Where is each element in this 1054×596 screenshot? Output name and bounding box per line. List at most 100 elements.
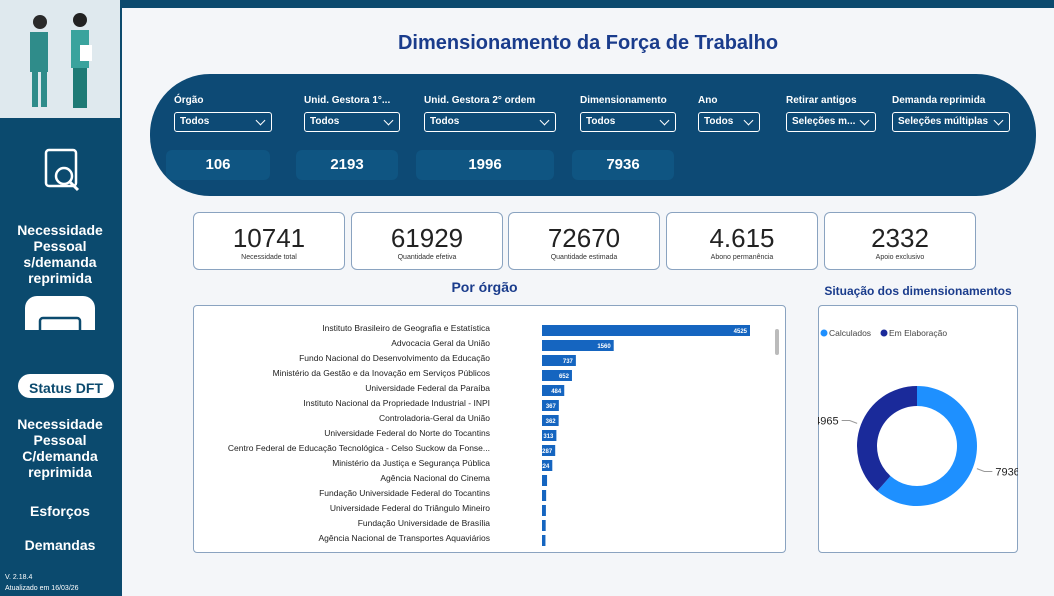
donut-chart: Calculados Em Elaboração 7936 4965 <box>818 328 1018 506</box>
bar-label: Agência Nacional do Cinema <box>380 473 490 483</box>
kpi-label: Necessidade total <box>241 254 297 261</box>
kpi-label: Quantidade efetiva <box>397 254 457 261</box>
data-label: 4525 <box>734 329 748 335</box>
legend-dot <box>880 329 888 337</box>
menu-item[interactable]: Esforços <box>30 503 90 519</box>
bar-label: Advocacia Geral da União <box>391 338 490 348</box>
kpi-card: 2332 Apoio exclusivo <box>824 212 976 270</box>
filter-dropdown[interactable]: Todos <box>174 112 272 132</box>
bar <box>542 490 547 501</box>
bar-label: Fundação Universidade Federal do Tocanti… <box>319 488 490 498</box>
kpi-card: 61929 Quantidade efetiva <box>351 212 503 270</box>
donut-panel <box>818 305 1018 553</box>
filter-count: 2193 <box>296 150 398 180</box>
kpi-value: 72670 <box>547 223 621 253</box>
legend-label: Em Elaboração <box>889 328 947 338</box>
bar <box>542 385 565 396</box>
bar <box>542 355 576 366</box>
kpi-card: 4.615 Abono permanência <box>666 212 818 270</box>
filter-count: 1996 <box>416 150 554 180</box>
data-label: 313 <box>543 434 554 440</box>
bar <box>542 445 556 456</box>
sidebar-icons <box>0 0 120 330</box>
filter-count: 7936 <box>572 150 674 180</box>
bar-label: Universidade Federal do Norte do Tocanti… <box>324 428 490 438</box>
kpi-card: 10741 Necessidade total <box>193 212 345 270</box>
bar-label: Universidade Federal do Triângulo Mineir… <box>330 503 490 513</box>
leader-line <box>841 420 858 424</box>
legend-label: Calculados <box>829 328 871 338</box>
bar <box>542 505 546 516</box>
menu-item[interactable]: Necessidade Pessoal s/demanda reprimida <box>17 222 103 286</box>
donut-slice <box>857 386 917 491</box>
filter-dropdown[interactable]: Todos <box>304 112 400 132</box>
bar-label: Fundação Universidade de Brasília <box>358 518 491 528</box>
kpi-label: Abono permanência <box>710 254 774 261</box>
filter-dropdown[interactable]: Todos <box>698 112 760 132</box>
bar <box>542 460 553 471</box>
bar-label: Controladoria-Geral da União <box>379 413 490 423</box>
bar <box>542 520 546 531</box>
data-label: 224 <box>539 464 550 470</box>
kpi-value: 61929 <box>390 223 464 253</box>
bar-label: Ministério da Gestão e da Inovação em Se… <box>273 368 490 378</box>
filter-dropdown[interactable]: Seleções múltiplas <box>892 112 1010 132</box>
bar-label: Fundo Nacional do Desenvolvimento da Edu… <box>299 353 490 363</box>
menu-item[interactable]: Status DFT <box>29 380 103 396</box>
data-label: 7936 <box>995 466 1018 478</box>
version: V. 2.18.4 <box>5 574 33 581</box>
chart-title: Por órgão <box>451 279 518 295</box>
data-label: 652 <box>559 374 570 380</box>
kpi-value: 10741 <box>232 223 306 253</box>
kpi-card: 72670 Quantidade estimada <box>508 212 660 270</box>
bar <box>542 400 559 411</box>
bar <box>542 340 614 351</box>
kpi-value: 4.615 <box>709 223 775 253</box>
updated: Atualizado em 16/03/26 <box>5 585 79 592</box>
bar-chart: Instituto Brasileiro de Geografia e Esta… <box>228 323 779 546</box>
filter-label: Retirar antigos <box>786 95 857 106</box>
bar <box>542 415 559 426</box>
filter-dropdown[interactable]: Todos <box>424 112 556 132</box>
filter-dropdown[interactable]: Seleções m... <box>786 112 876 132</box>
kpi-label: Quantidade estimada <box>550 254 618 261</box>
chart-title: Situação dos dimensionamentos <box>824 284 1012 298</box>
bar <box>542 430 557 441</box>
bar <box>542 475 548 486</box>
data-label: 4965 <box>818 416 839 428</box>
filter-label: Ano <box>698 95 718 106</box>
kpi-label: Apoio exclusivo <box>875 254 925 261</box>
donut-slice <box>877 386 977 506</box>
data-label: 367 <box>546 404 557 410</box>
bar-label: Centro Federal de Educação Tecnológica -… <box>228 443 490 453</box>
menu-item[interactable]: Demandas <box>24 537 96 553</box>
bar-label: Instituto Nacional da Propriedade Indust… <box>303 398 490 408</box>
bar <box>542 370 572 381</box>
page-title: Dimensionamento da Força de Trabalho <box>397 32 779 54</box>
data-label: 737 <box>563 359 574 365</box>
bar-label: Agência Nacional de Transportes Aquaviár… <box>318 533 490 543</box>
menu-item[interactable]: Necessidade Pessoal C/demanda reprimida <box>17 416 103 480</box>
filter-dropdown[interactable]: Todos <box>580 112 676 132</box>
data-label: 484 <box>551 389 562 395</box>
bar-label: Ministério da Justiça e Segurança Públic… <box>332 458 490 468</box>
bar-panel <box>193 305 786 553</box>
filter-label: Órgão <box>174 95 204 106</box>
status-button[interactable] <box>18 374 114 398</box>
filter-label: Unid. Gestora 2° ordem <box>424 95 536 106</box>
legend-dot <box>820 329 828 337</box>
filter-label: Dimensionamento <box>580 95 667 106</box>
bar-label: Instituto Brasileiro de Geografia e Esta… <box>322 323 490 333</box>
leader-line <box>976 468 993 472</box>
kpi-value: 2332 <box>871 223 929 253</box>
filter-label: Unid. Gestora 1°... <box>304 95 391 106</box>
scrollbar <box>775 329 779 355</box>
filter-count: 106 <box>166 150 270 180</box>
filter-label: Demanda reprimida <box>892 95 986 106</box>
bar <box>542 325 750 336</box>
bar <box>542 535 546 546</box>
data-label: 1560 <box>597 344 611 350</box>
data-label: 362 <box>546 419 557 425</box>
data-label: 287 <box>542 449 553 455</box>
